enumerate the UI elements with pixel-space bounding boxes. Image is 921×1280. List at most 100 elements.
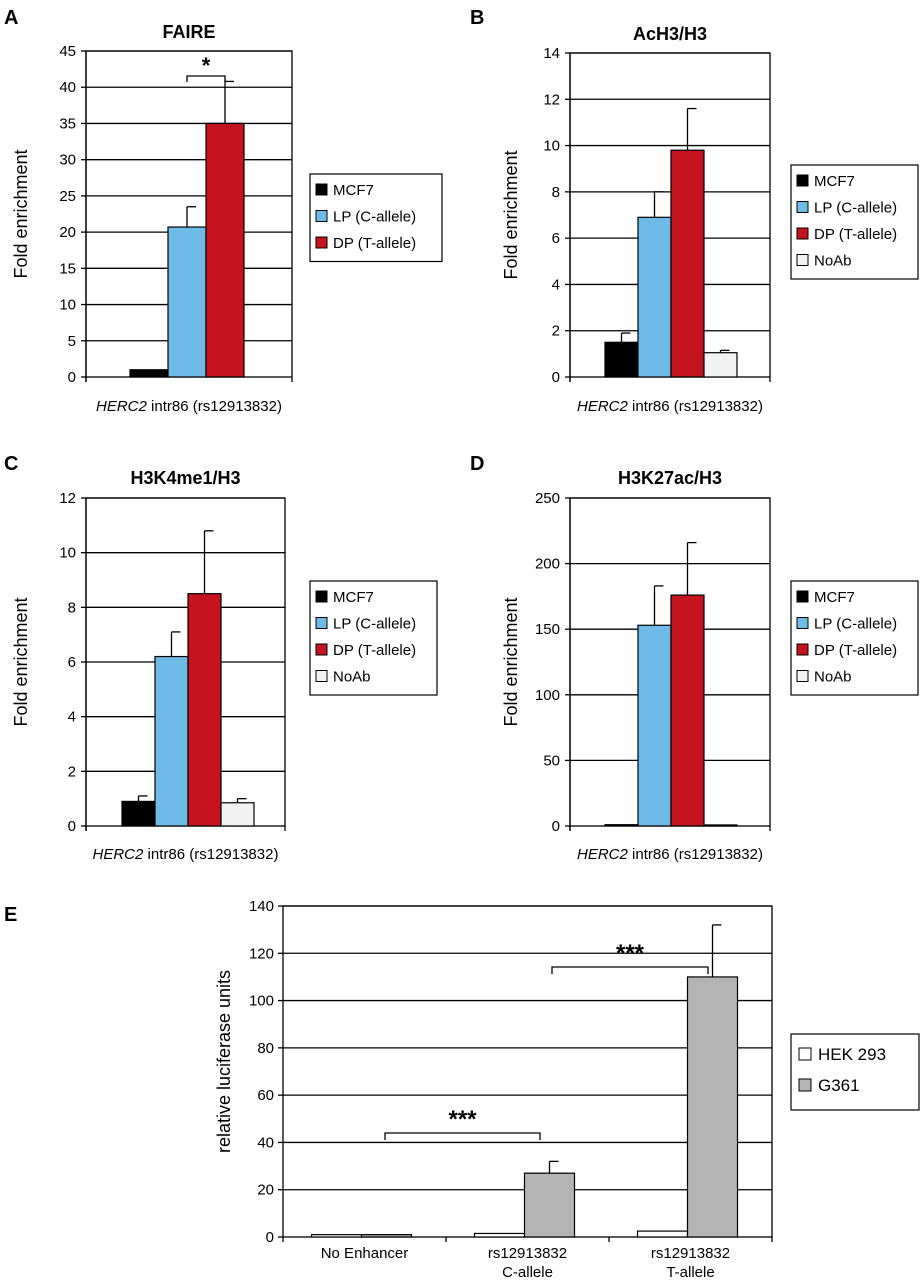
y-tick-label: 150 — [535, 621, 560, 638]
y-tick-label: 140 — [249, 898, 274, 915]
y-tick-label: 100 — [535, 687, 560, 704]
x-axis-label: HERC2 intr86 (rs12913832) — [96, 398, 282, 415]
y-tick-label: 4 — [552, 276, 560, 293]
legend-label: DP (T-allele) — [333, 235, 416, 252]
y-tick-label: 40 — [59, 79, 76, 96]
bar-g361 — [360, 1234, 413, 1238]
x-axis-label: HERC2 intr86 (rs12913832) — [577, 398, 763, 415]
panel-C: C H3K4me1/H3 0 2 4 6 8 10 12 HERC2 intr86 (rs1291… — [4, 453, 438, 863]
y-tick-label: 0 — [552, 369, 560, 386]
x-tick-label: No Enhancer — [321, 1245, 409, 1262]
y-tick-label: 8 — [68, 599, 76, 616]
y-axis-label: Fold enrichment — [11, 597, 31, 726]
bar-g361 — [523, 1172, 576, 1238]
legend-swatch — [315, 617, 328, 629]
chart-title: H3K4me1/H3 — [130, 468, 240, 488]
panel-A: A FAIRE 0 5 10 15 20 25 30 35 40 45 * HERC2 intr86 (r… — [4, 7, 443, 415]
bar-noab — [703, 352, 738, 378]
bar-mcf7 — [129, 369, 169, 378]
x-axis-label-rest: intr86 (rs12913832) — [628, 398, 763, 415]
legend-label: NoAb — [814, 253, 852, 270]
y-tick-label: 0 — [266, 1229, 274, 1246]
x-axis-label-gene: HERC2 — [577, 398, 629, 415]
y-tick-label: 35 — [59, 115, 76, 132]
legend-label: DP (T-allele) — [814, 642, 897, 659]
legend-swatch — [796, 174, 809, 187]
y-tick-label: 200 — [535, 556, 560, 573]
y-tick-label: 25 — [59, 188, 76, 205]
legend-swatch — [315, 590, 328, 603]
significance-bracket — [551, 966, 709, 974]
y-tick-label: 80 — [257, 1040, 274, 1057]
y-axis-label: Fold enrichment — [501, 597, 521, 726]
x-axis-label: HERC2 intr86 (rs12913832) — [577, 846, 763, 863]
legend-swatch — [315, 236, 328, 249]
bar-noab — [703, 824, 738, 827]
y-tick-label: 0 — [552, 818, 560, 835]
legend-swatch — [796, 643, 809, 656]
bar-lp — [637, 216, 672, 378]
y-tick-label: 30 — [59, 152, 76, 169]
legend-swatch — [798, 1047, 812, 1061]
y-tick-label: 6 — [68, 654, 76, 671]
legend-swatch — [796, 617, 809, 629]
y-axis-label: relative luciferase units — [214, 970, 234, 1153]
bar-lp — [167, 226, 207, 378]
chart-title: H3K27ac/H3 — [618, 468, 722, 488]
legend-swatch — [315, 210, 328, 222]
legend-label: HEK 293 — [818, 1045, 886, 1064]
legend-swatch — [796, 254, 809, 266]
legend-box — [790, 164, 919, 280]
legend-swatch — [796, 590, 809, 603]
legend-label: LP (C-allele) — [333, 209, 416, 226]
panel-D: D H3K27ac/H3 0 50 100 150 200 250 HERC2 intr86 (… — [470, 453, 919, 863]
bar-lp — [154, 655, 189, 827]
x-tick-label: rs12913832 — [488, 1245, 567, 1262]
legend-swatch — [315, 670, 328, 682]
panel-B: B AcH3/H3 0 2 4 6 8 10 12 14 HERC2 intr86 (rs12913… — [470, 7, 919, 415]
y-tick-label: 60 — [257, 1087, 274, 1104]
chart-title: AcH3/H3 — [633, 24, 707, 44]
panel-E: E 0 20 40 60 80 100 120 140 No Enhancer rs12913832… — [4, 898, 920, 1280]
bar-noab — [220, 802, 255, 827]
y-tick-label: 15 — [59, 260, 76, 277]
y-tick-label: 10 — [59, 297, 76, 314]
legend-box — [309, 580, 438, 696]
y-tick-label: 10 — [59, 545, 76, 562]
bar-dp — [187, 593, 222, 827]
bar-dp — [670, 149, 705, 378]
y-axis-label: Fold enrichment — [501, 150, 521, 279]
bar-dp — [205, 122, 245, 378]
panel-letter: E — [4, 904, 17, 926]
legend-label: DP (T-allele) — [333, 642, 416, 659]
x-axis-label-gene: HERC2 — [577, 846, 629, 863]
x-axis-label-gene: HERC2 — [96, 398, 148, 415]
legend-swatch — [798, 1078, 812, 1092]
x-tick-label: T-allele — [666, 1264, 714, 1280]
legend-box — [790, 580, 919, 696]
y-axis-label: Fold enrichment — [11, 149, 31, 278]
significance-label: *** — [448, 1106, 477, 1133]
y-tick-label: 20 — [257, 1182, 274, 1199]
y-tick-label: 8 — [552, 184, 560, 201]
panel-letter: A — [4, 7, 18, 29]
y-tick-label: 100 — [249, 993, 274, 1010]
legend-label: LP (C-allele) — [814, 200, 897, 217]
significance-label: *** — [616, 940, 645, 967]
panel-letter: B — [470, 7, 484, 29]
legend-label: NoAb — [814, 669, 852, 686]
x-axis-label-gene: HERC2 — [93, 846, 145, 863]
y-tick-label: 4 — [68, 709, 76, 726]
significance-bracket — [384, 1132, 541, 1140]
x-tick-label: rs12913832 — [651, 1245, 730, 1262]
panel-letter: D — [470, 453, 484, 475]
legend-label: LP (C-allele) — [333, 616, 416, 633]
legend-label: DP (T-allele) — [814, 226, 897, 243]
bar-mcf7 — [604, 824, 639, 827]
y-tick-label: 40 — [257, 1134, 274, 1151]
legend-swatch — [796, 670, 809, 682]
legend-swatch — [315, 183, 328, 196]
legend-box — [790, 1033, 920, 1111]
y-tick-label: 0 — [68, 818, 76, 835]
